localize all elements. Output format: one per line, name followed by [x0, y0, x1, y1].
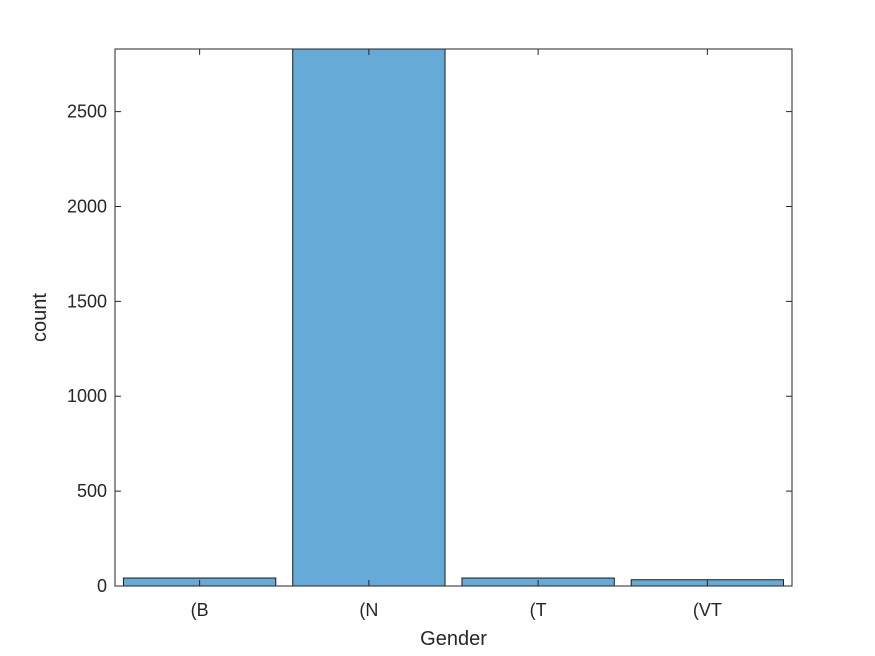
x-tick-label: (B	[191, 600, 209, 620]
bars-group	[122, 48, 785, 587]
x-tick-label: (T	[530, 600, 547, 620]
y-tick-label: 1500	[67, 291, 107, 311]
y-tick-label: 1000	[67, 386, 107, 406]
bar-1	[292, 48, 446, 587]
y-tick-label: 2500	[67, 102, 107, 122]
y-tick-label: 500	[77, 481, 107, 501]
y-tick-label: 0	[97, 576, 107, 596]
x-axis-label: Gender	[420, 628, 487, 650]
plot-area-frame	[114, 48, 793, 587]
y-tick-label: 2000	[67, 196, 107, 216]
x-tick-label: (N	[359, 600, 378, 620]
y-axis-label: count	[29, 293, 51, 342]
tick-labels-group: (B (N (T (VT 0 500 1000 1500 2000 2500	[67, 102, 722, 620]
x-tick-label: (VT	[693, 600, 722, 620]
